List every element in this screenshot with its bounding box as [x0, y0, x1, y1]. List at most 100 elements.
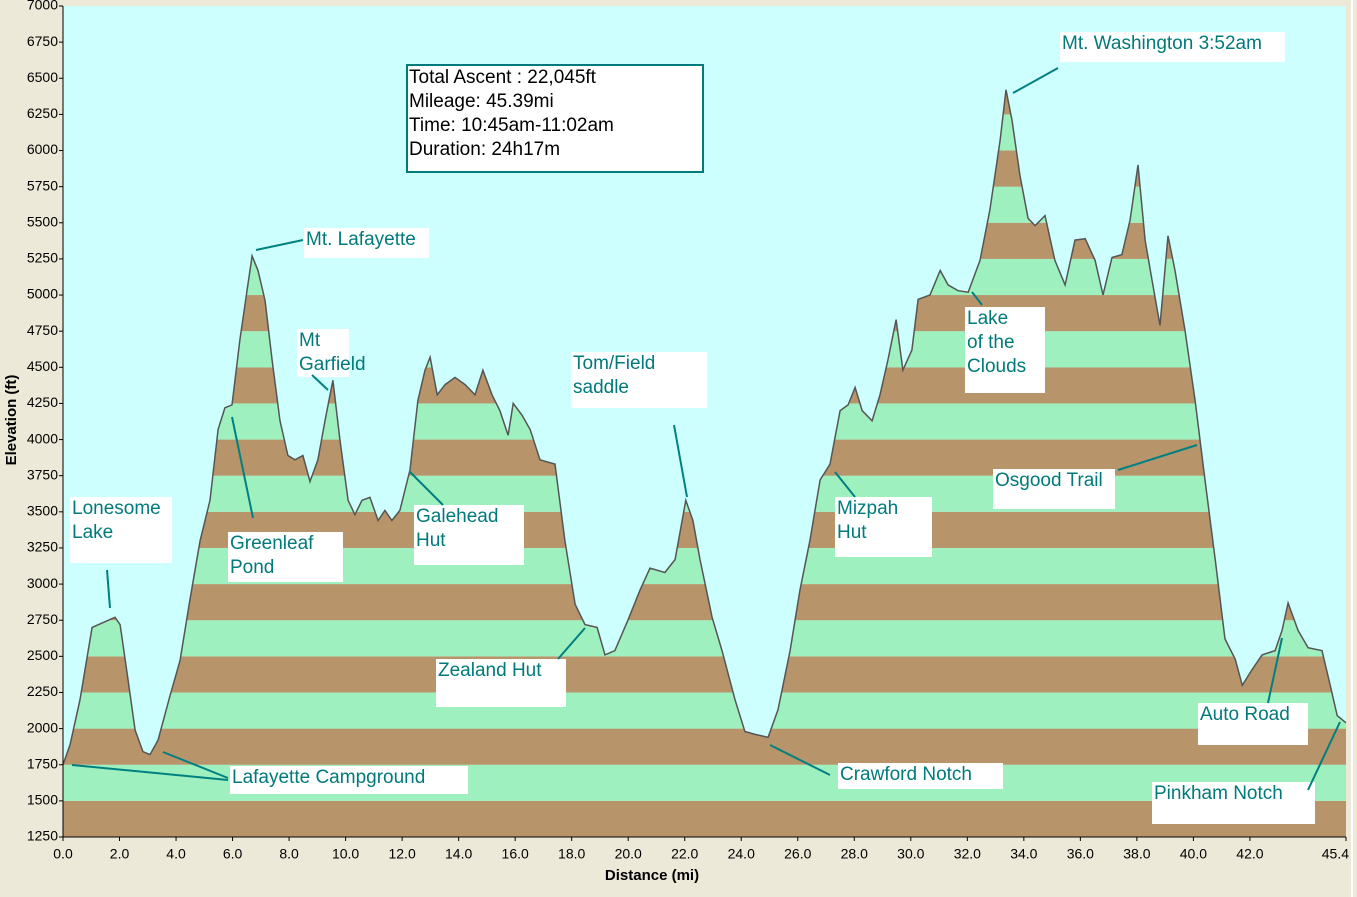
info-line: Time: 10:45am-11:02am [409, 115, 614, 136]
x-tick-label: 26.0 [784, 846, 811, 862]
annotation-text: Mizpah [837, 498, 898, 519]
x-tick-label: 22.0 [671, 846, 698, 862]
annotation-leader [834, 471, 856, 498]
y-tick-label: 3250 [27, 539, 58, 555]
annotation-leader [557, 627, 586, 660]
x-tick-label: 12.0 [388, 846, 415, 862]
y-tick-label: 7000 [27, 0, 58, 13]
annotation-leader [673, 424, 688, 498]
annotation-leader [311, 374, 329, 391]
annotation-box [571, 352, 707, 408]
x-tick-label: 38.0 [1123, 846, 1150, 862]
info-box [406, 64, 704, 173]
y-tick-label: 4000 [27, 430, 58, 446]
y-tick-label: 6000 [27, 141, 58, 157]
annotation-leader [162, 751, 229, 779]
annotation-text: Lafayette Campground [232, 767, 425, 788]
y-tick-label: 6500 [27, 69, 58, 85]
annotation-leader [769, 744, 831, 776]
y-tick-label: 2250 [27, 683, 58, 699]
annotation-box [436, 659, 566, 707]
x-tick-label: 42.0 [1236, 846, 1263, 862]
annotation-text: Hut [837, 522, 867, 543]
annotation-text: Lake [967, 308, 1008, 329]
x-tick-label: 16.0 [502, 846, 529, 862]
annotation-text: Zealand Hut [438, 660, 542, 681]
annotation-box [230, 766, 468, 794]
annotation-leader [71, 764, 229, 781]
annotation-text: Tom/Field [573, 353, 655, 374]
annotation-text: Mt [299, 330, 321, 351]
x-tick-label: 2.0 [110, 846, 130, 862]
annotation-text: Mt. Lafayette [306, 229, 416, 250]
annotation-text: Clouds [967, 356, 1026, 377]
annotation-text: Garfield [299, 354, 366, 375]
x-tick-label: 40.0 [1180, 846, 1207, 862]
annotation-text: Osgood Trail [995, 470, 1103, 491]
annotation-leader [971, 291, 983, 306]
elevation-band [63, 656, 1346, 693]
y-tick-label: 5750 [27, 177, 58, 193]
y-tick-label: 5500 [27, 213, 58, 229]
annotation-box [70, 497, 172, 563]
annotation-leader [255, 239, 304, 251]
annotation-box [838, 763, 1003, 789]
annotation-box [304, 228, 429, 258]
x-tick-label: 18.0 [558, 846, 585, 862]
annotation-leader [231, 416, 254, 519]
x-axis-label: Distance (mi) [605, 867, 699, 884]
annotation-leader [106, 569, 111, 609]
y-tick-label: 4500 [27, 358, 58, 374]
y-tick-label: 4750 [27, 322, 58, 338]
x-tick-label: 30.0 [897, 846, 924, 862]
annotation-box [1152, 782, 1315, 824]
annotation-text: Auto Road [1200, 704, 1290, 725]
annotation-text: Crawford Notch [840, 764, 972, 785]
y-tick-label: 1500 [27, 792, 58, 808]
annotation-box [993, 469, 1115, 509]
x-tick-label: 0.0 [53, 846, 73, 862]
annotation-box [965, 307, 1045, 393]
x-tick-label: 34.0 [1010, 846, 1037, 862]
annotation-box [835, 497, 932, 557]
x-tick-label: 32.0 [954, 846, 981, 862]
y-tick-label: 3000 [27, 575, 58, 591]
y-tick-label: 1250 [27, 828, 58, 844]
annotation-leader [1267, 637, 1283, 704]
x-tick-label: 45.4 [1322, 846, 1349, 862]
y-tick-label: 3500 [27, 503, 58, 519]
annotation-text: saddle [573, 377, 629, 398]
annotation-text: Lake [72, 522, 113, 543]
elevation-band [63, 800, 1346, 837]
annotation-leader [1307, 721, 1341, 791]
annotation-text: Pond [230, 557, 274, 578]
y-tick-label: 2000 [27, 719, 58, 735]
annotation-text: of the [967, 332, 1015, 353]
annotation-box [228, 532, 343, 582]
elevation-band [63, 584, 1346, 621]
annotation-text: Galehead [416, 506, 498, 527]
y-tick-label: 5250 [27, 250, 58, 266]
info-line: Duration: 24h17m [409, 139, 560, 160]
y-tick-label: 2750 [27, 611, 58, 627]
annotation-text: Mt. Washington 3:52am [1062, 33, 1262, 54]
x-tick-label: 4.0 [166, 846, 186, 862]
annotation-box [1198, 703, 1308, 745]
y-tick-label: 6750 [27, 33, 58, 49]
x-tick-label: 10.0 [332, 846, 359, 862]
annotation-text: Lonesome [72, 498, 161, 519]
y-tick-label: 4250 [27, 394, 58, 410]
annotation-text: Greenleaf [230, 533, 314, 554]
elevation-band [63, 620, 1346, 657]
annotation-box [1060, 32, 1285, 62]
annotation-leader [409, 471, 444, 506]
x-tick-label: 8.0 [279, 846, 299, 862]
info-line: Mileage: 45.39mi [409, 91, 554, 112]
annotation-leader [1117, 444, 1198, 471]
annotation-leader [1012, 67, 1059, 94]
y-tick-label: 3750 [27, 466, 58, 482]
y-tick-label: 6250 [27, 105, 58, 121]
y-axis-label: Elevation (ft) [3, 375, 20, 466]
